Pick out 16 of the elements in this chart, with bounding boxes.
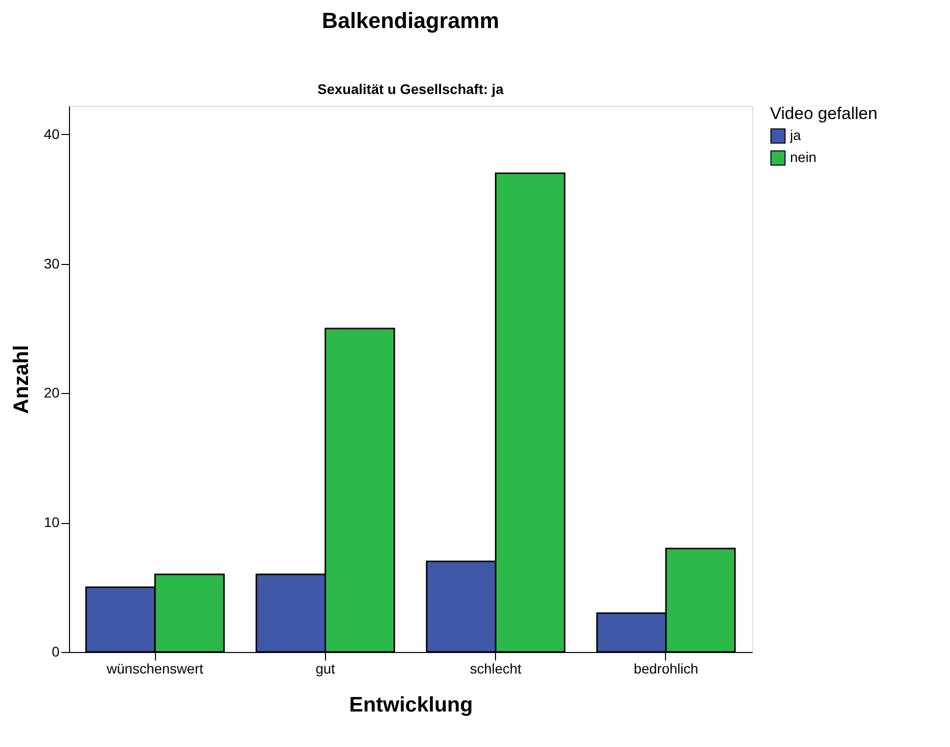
y-tick-label: 20 [44,384,60,401]
legend-label: nein [790,149,816,165]
y-tick-label: 0 [52,644,60,660]
x-tick-label: bedrohlich [634,660,698,676]
y-tick-label: 40 [44,126,60,142]
x-tick-label: wünschenswert [106,660,204,676]
x-tick-label: gut [316,660,336,676]
chart-title: Balkendiagramm [322,8,500,33]
chart-subtitle: Sexualität u Gesellschaft: ja [318,81,504,97]
x-tick-label: schlecht [470,660,522,676]
y-tick-label: 30 [44,255,60,272]
y-axis-title: Anzahl [10,345,33,414]
y-tick-label: 10 [44,514,60,530]
legend-label: ja [789,127,802,143]
legend-title: Video gefallen [770,104,878,123]
x-axis-title: Entwicklung [349,694,473,716]
